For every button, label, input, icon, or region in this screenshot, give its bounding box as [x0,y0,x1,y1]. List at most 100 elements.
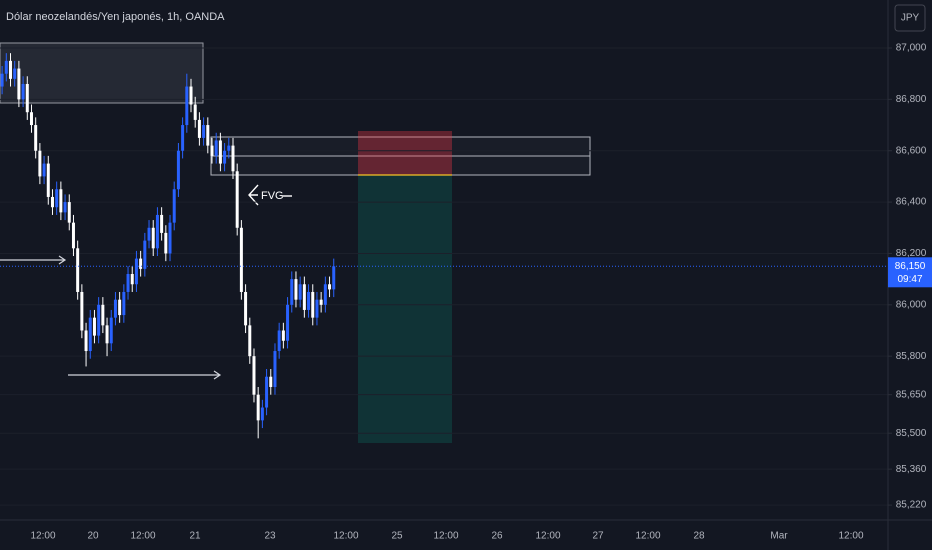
last-price-badge [888,257,932,288]
time-axis [0,520,932,550]
candle-body [281,330,285,341]
candle-body [118,299,122,316]
candle-body [214,140,218,156]
candle-body [181,125,185,151]
candle-body [189,86,193,105]
candle-body [269,376,273,387]
candle-body [55,189,59,208]
x-tick-label: 28 [693,531,705,542]
candle-body [273,351,277,387]
candle-body [67,202,71,223]
candle-body [328,284,332,290]
x-tick-label: 21 [189,531,201,542]
candle-body [13,68,17,79]
candle-body [311,291,315,318]
candle-body [38,150,42,177]
x-tick-label: 25 [391,531,403,542]
candle-body [139,258,143,269]
candle-body [302,284,306,310]
candle-body [323,284,327,305]
candle-body [29,112,33,126]
candle-body [332,266,336,290]
candle-body [42,163,46,177]
x-tick-label: Mar [770,531,788,542]
candle-body [84,330,88,352]
currency-label[interactable]: JPY [901,13,920,24]
y-tick-label: 86,800 [896,94,927,105]
candle-body [97,304,101,336]
candle-body [315,299,319,318]
candle-body [105,325,109,344]
x-tick-label: 23 [264,531,276,542]
candle-body [134,258,138,285]
y-tick-label: 85,220 [896,500,927,511]
candle-body [172,189,176,223]
candle-body [277,330,281,352]
x-tick-label: 20 [87,531,99,542]
candle-body [113,299,117,318]
candle-body [244,291,248,326]
candle-body [88,317,92,352]
fvg-label: FVG [261,190,284,202]
candle-body [248,325,252,357]
candle-body [109,317,113,344]
supply-zone [0,42,204,104]
candle-body [122,291,126,316]
candle-body [50,196,54,208]
candle-body [34,125,38,151]
candle-body [92,317,96,336]
y-tick-label: 86,600 [896,145,927,156]
candle-body [290,279,294,305]
candle-body [193,104,197,120]
candle-body [256,394,260,421]
candle-body [46,163,50,197]
candle-body [0,73,4,87]
x-tick-label: 12:00 [635,531,660,542]
candle-body [210,145,214,156]
candle-body [206,125,210,146]
candle-body [231,145,235,172]
candle-body [160,214,164,233]
candle-body [260,407,264,421]
y-tick-label: 87,000 [896,43,927,54]
candle-body [265,376,269,408]
chart-title: Dólar neozelandés/Yen japonés, 1h, OANDA [6,11,225,23]
target-zone [358,175,452,443]
candle-body [59,189,63,213]
candle-body [25,83,29,113]
candle-body [286,304,290,341]
candle-body [168,222,172,254]
candle-body [239,227,243,292]
y-tick-label: 86,000 [896,299,927,310]
x-tick-label: 12:00 [433,531,458,542]
candle-body [319,299,323,305]
candle-body [8,60,12,79]
candle-body [17,68,21,100]
currency-button[interactable] [894,4,926,32]
last-price-label: 86,150 [895,261,926,272]
candle-body [185,86,189,126]
candle-body [143,240,147,269]
candle-body [147,227,151,241]
arrow [0,255,67,265]
candle-body [21,83,25,100]
x-tick-label: 12:00 [838,531,863,542]
x-tick-label: 12:00 [130,531,155,542]
candle-body [4,60,8,74]
candle-body [197,119,201,138]
candle-body [223,150,227,164]
x-tick-label: 12:00 [333,531,358,542]
candle-body [63,202,67,213]
y-tick-label: 85,360 [896,464,927,475]
x-tick-label: 12:00 [30,531,55,542]
x-tick-label: 27 [592,531,604,542]
candle-body [235,171,239,228]
y-tick-label: 85,650 [896,389,927,400]
candle-body [71,222,75,249]
y-tick-label: 85,800 [896,351,927,362]
candle-body [126,273,130,292]
arrow [68,370,222,380]
stop-zone [358,131,452,175]
candle-body [130,273,134,285]
